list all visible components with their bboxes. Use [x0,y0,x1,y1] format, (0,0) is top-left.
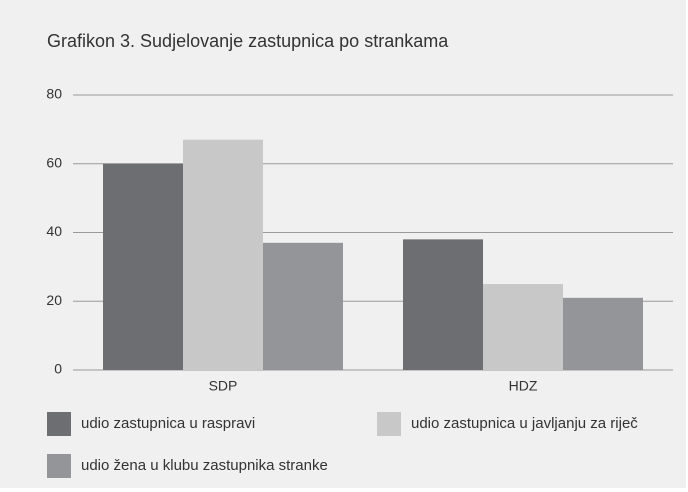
legend-label: udio zastupnica u javljanju za riječ [411,415,638,432]
y-tick-label: 80 [46,86,62,102]
x-tick-label: HDZ [509,378,538,394]
y-tick-label: 40 [46,223,62,239]
chart-title: Grafikon 3. Sudjelovanje zastupnica po s… [47,31,449,51]
bar [183,139,263,370]
legend-label: udio zastupnica u raspravi [81,415,255,432]
y-tick-label: 20 [46,292,62,308]
x-tick-label: SDP [209,378,238,394]
bar [563,297,643,370]
legend-swatch [47,412,71,436]
legend-swatch [377,412,401,436]
legend-swatch [47,454,71,478]
y-tick-label: 0 [54,361,62,377]
legend-label: udio žena u klubu zastupnika stranke [81,457,328,474]
bar [263,242,343,370]
bar [103,163,183,370]
bar [403,239,483,370]
y-tick-label: 60 [46,154,62,170]
bar [483,284,563,370]
